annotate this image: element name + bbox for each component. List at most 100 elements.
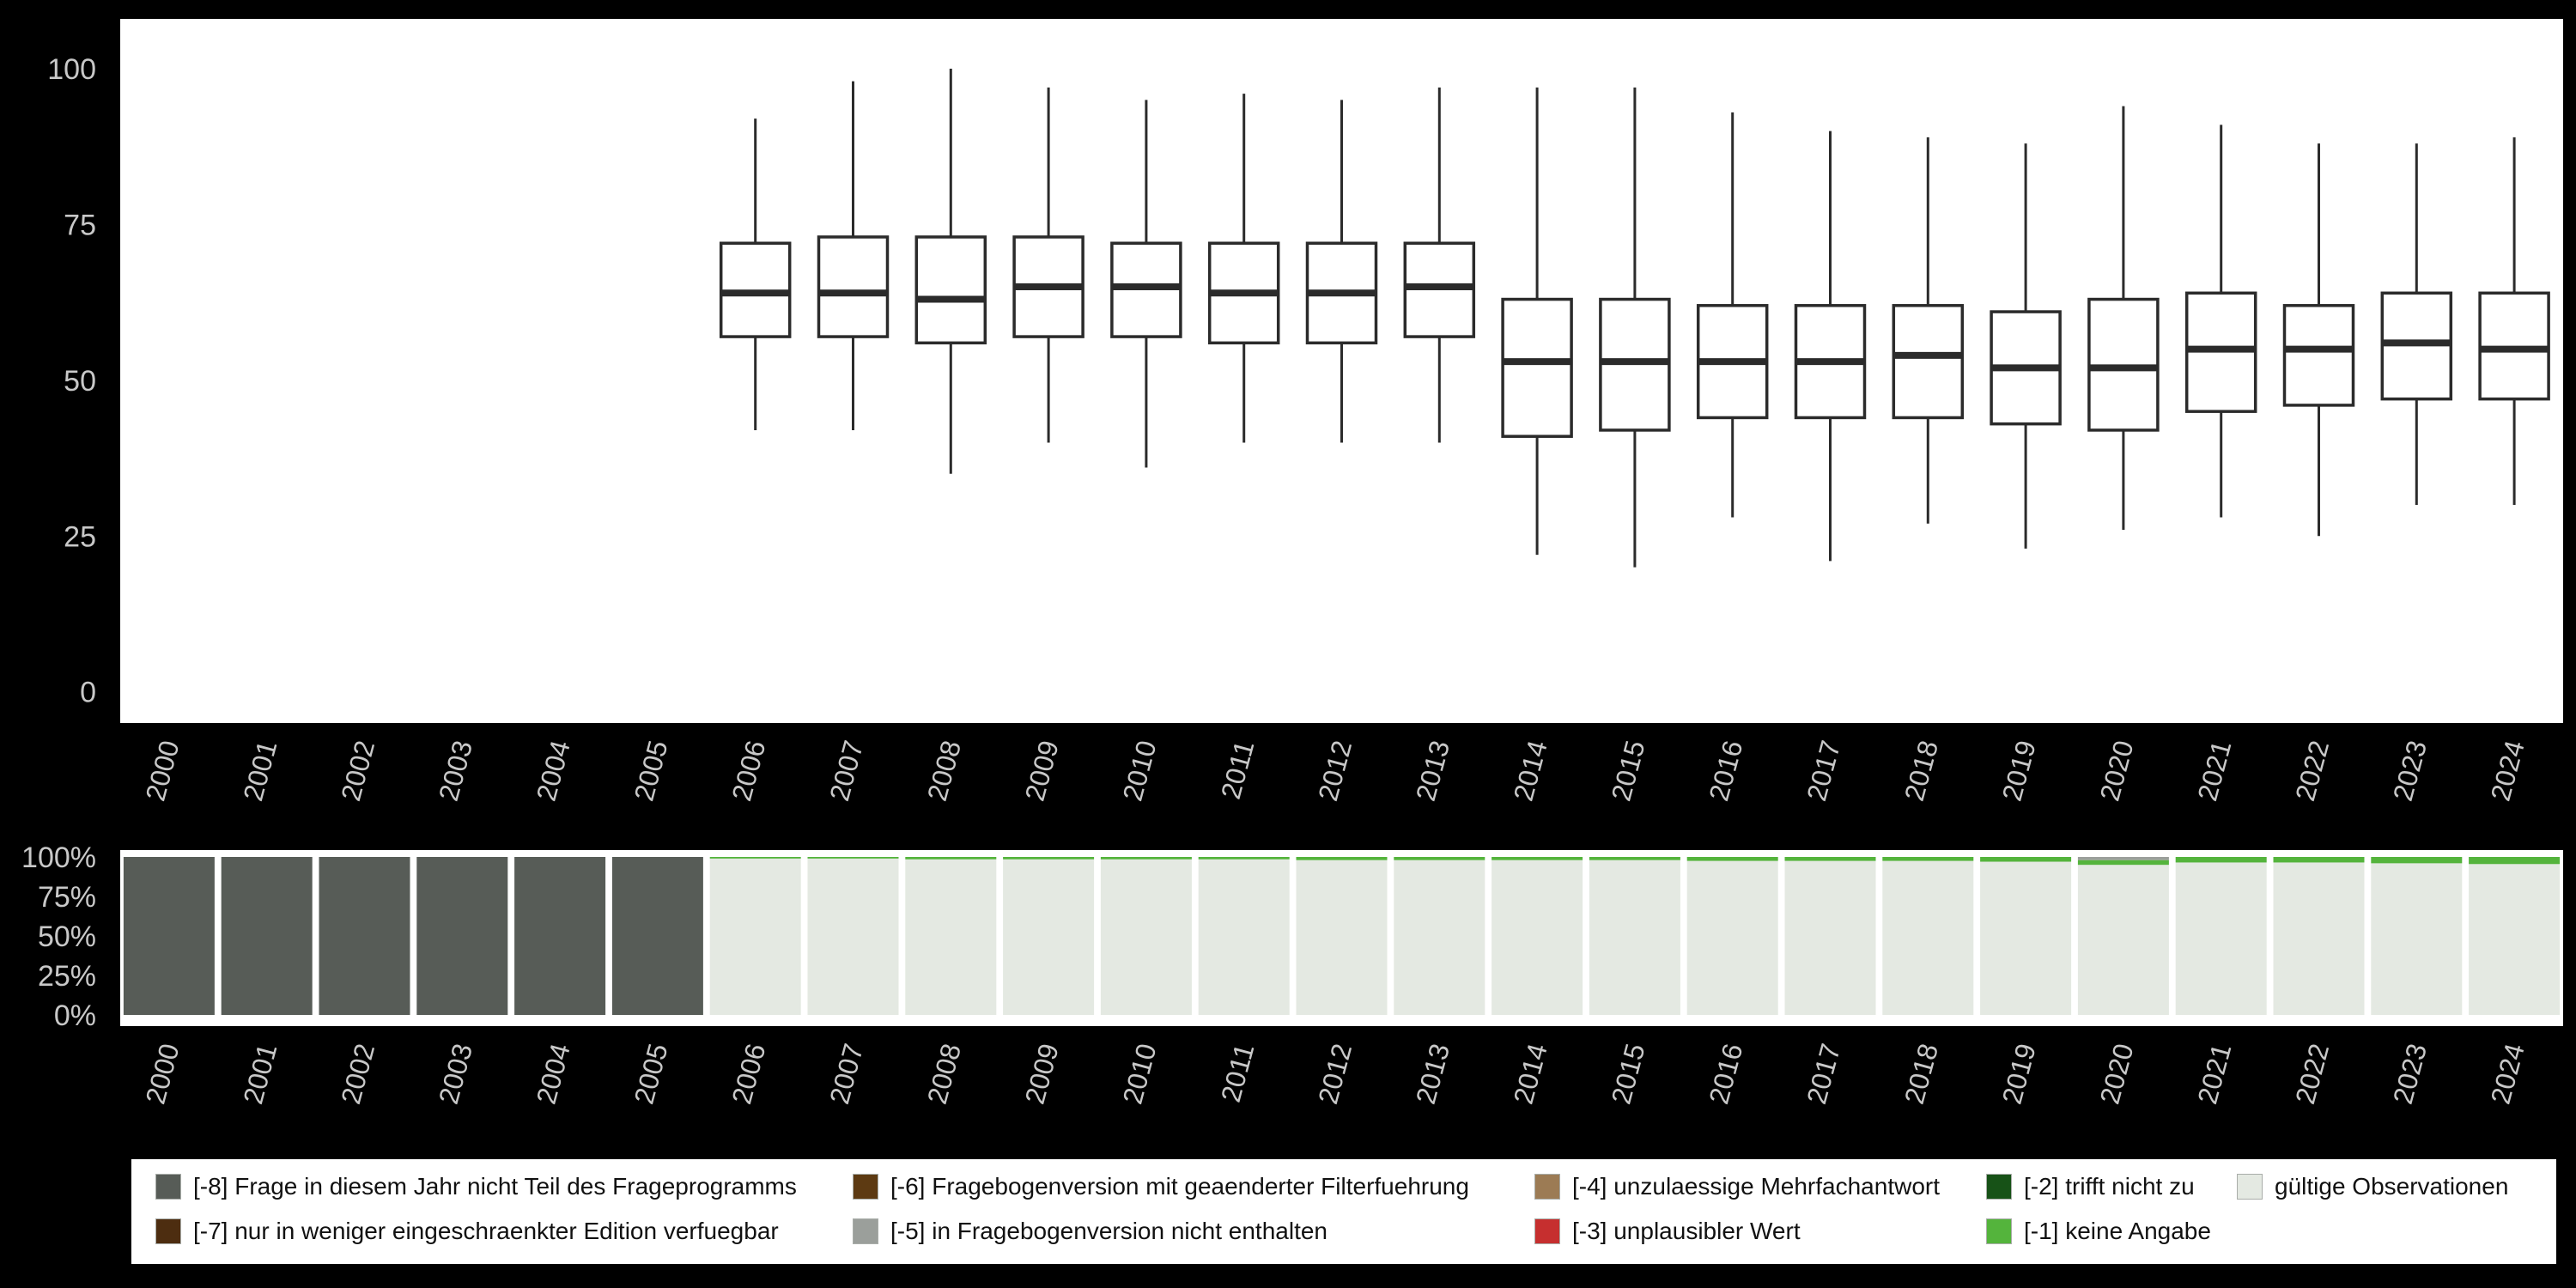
legend: [-8] Frage in diesem Jahr nicht Teil des… xyxy=(131,1159,2556,1264)
legend-item: [-8] Frage in diesem Jahr nicht Teil des… xyxy=(155,1170,797,1204)
boxplot xyxy=(1696,112,1769,518)
boxplot xyxy=(2184,125,2257,518)
stacked-bar xyxy=(1003,857,1095,1015)
legend-label: [-3] unplausibler Wert xyxy=(1572,1218,1801,1244)
x-axis-year-label: 2020 xyxy=(2093,737,2139,804)
legend-label: gültige Observationen xyxy=(2275,1173,2509,1200)
x-axis-year-label: 2008 xyxy=(921,1040,967,1107)
boxplot xyxy=(1403,87,1476,443)
boxplot xyxy=(1990,143,2062,549)
legend-item: [-4] unzulaessige Mehrfachantwort xyxy=(1534,1170,1940,1204)
x-axis-year-label: 2005 xyxy=(628,1040,673,1107)
x-axis-year-label: 2014 xyxy=(1508,737,1553,804)
x-axis-year-label: 2023 xyxy=(2387,737,2433,804)
stacked-bar xyxy=(1198,857,1290,1015)
stacked-bar xyxy=(905,857,997,1015)
x-axis-year-label: 2021 xyxy=(2191,1040,2237,1107)
boxplot xyxy=(1207,94,1280,443)
x-axis-year-label: 2017 xyxy=(1801,737,1846,804)
x-axis-year-label: 2007 xyxy=(823,737,869,804)
x-axis-year-label: 2010 xyxy=(1116,737,1162,804)
pct-axis-tick-label: 0% xyxy=(54,999,96,1032)
stacked-bar xyxy=(1296,857,1388,1015)
x-axis-year-label: 2022 xyxy=(2289,737,2335,804)
boxplot xyxy=(2282,143,2355,537)
stacked-bar xyxy=(514,857,606,1015)
x-axis-year-label: 2013 xyxy=(1410,1040,1455,1107)
pct-axis-tick-label: 25% xyxy=(38,960,96,993)
legend-item: [-5] in Fragebogenversion nicht enthalte… xyxy=(853,1214,1469,1249)
boxplot xyxy=(914,69,987,474)
stacked-bar xyxy=(416,857,508,1015)
stacked-bar xyxy=(123,857,215,1015)
stacked-bar xyxy=(2077,857,2169,1015)
x-axis-year-label: 2004 xyxy=(531,737,576,804)
x-axis-year-label: 2022 xyxy=(2289,1040,2335,1107)
x-axis-year-label: 2021 xyxy=(2191,737,2237,804)
legend-swatch-icon xyxy=(1534,1174,1560,1200)
x-axis-year-label: 2008 xyxy=(921,737,967,804)
legend-column: [-6] Fragebogenversion mit geaenderter F… xyxy=(853,1170,1469,1249)
x-axis-year-label: 2005 xyxy=(628,737,673,804)
x-axis-year-label: 2001 xyxy=(237,1040,283,1107)
y-axis-tick-label: 25 xyxy=(64,520,96,553)
boxplot xyxy=(2087,106,2160,531)
x-axis-year-label: 2019 xyxy=(1996,737,2042,804)
stacked-bar xyxy=(1686,857,1778,1015)
boxplot xyxy=(1305,100,1378,443)
legend-swatch-icon xyxy=(1986,1218,2012,1244)
x-axis-year-label: 2015 xyxy=(1605,1040,1650,1107)
stacked-bar xyxy=(1100,857,1192,1015)
stacked-bar xyxy=(611,857,703,1015)
boxplot xyxy=(1012,87,1084,443)
legend-label: [-8] Frage in diesem Jahr nicht Teil des… xyxy=(193,1173,797,1200)
stacked-bar xyxy=(221,857,313,1015)
legend-label: [-4] unzulaessige Mehrfachantwort xyxy=(1572,1173,1940,1200)
charts-svg: 0 25 50 75 100 2000 2001 2002 2003 2004 2005 2006 20… xyxy=(21,19,2563,1108)
y-axis-tick-label: 0 xyxy=(80,677,96,709)
x-axis-year-label: 2002 xyxy=(335,737,380,804)
stacked-bar xyxy=(319,857,410,1015)
legend-label: [-7] nur in weniger eingeschraenkter Edi… xyxy=(193,1218,779,1244)
legend-label: [-1] keine Angabe xyxy=(2024,1218,2211,1244)
x-axis-year-label: 2007 xyxy=(823,1040,869,1107)
legend-swatch-icon xyxy=(155,1174,181,1200)
legend-label: [-2] trifft nicht zu xyxy=(2024,1173,2195,1200)
legend-label: [-6] Fragebogenversion mit geaenderter F… xyxy=(890,1173,1469,1200)
stacked-bar xyxy=(2273,857,2365,1015)
legend-swatch-icon xyxy=(1534,1218,1560,1244)
legend-item: [-6] Fragebogenversion mit geaenderter F… xyxy=(853,1170,1469,1204)
x-axis-year-label: 2020 xyxy=(2093,1040,2139,1107)
pct-axis-tick-label: 100% xyxy=(21,841,96,874)
stacked-bar xyxy=(1784,857,1876,1015)
legend-item: gültige Observationen xyxy=(2237,1170,2508,1204)
legend-swatch-icon xyxy=(2237,1174,2263,1200)
legend-swatch-icon xyxy=(1986,1174,2012,1200)
x-axis-year-label: 2004 xyxy=(531,1040,576,1107)
stacked-bar xyxy=(709,857,801,1015)
x-axis-year-label: 2002 xyxy=(335,1040,380,1107)
boxplot xyxy=(1794,131,1867,562)
stacked-bar xyxy=(1492,857,1583,1015)
x-axis-year-label: 2001 xyxy=(237,737,283,804)
legend-swatch-icon xyxy=(155,1218,181,1244)
legend-column: gültige Observationen xyxy=(2237,1170,2508,1204)
boxplot xyxy=(817,81,890,430)
stacked-bar xyxy=(1589,857,1680,1015)
y-axis-tick-label: 50 xyxy=(64,365,96,398)
legend-swatch-icon xyxy=(853,1174,878,1200)
stacked-bar xyxy=(2175,857,2267,1015)
stacked-bar xyxy=(1980,857,2072,1015)
x-axis-year-label: 2024 xyxy=(2485,737,2530,804)
boxplot xyxy=(1599,87,1671,568)
x-axis-year-label: 2018 xyxy=(1899,737,1944,804)
x-axis-year-label: 2015 xyxy=(1605,737,1650,804)
boxplot xyxy=(719,118,792,430)
x-axis-year-label: 2018 xyxy=(1899,1040,1944,1107)
x-axis-year-label: 2009 xyxy=(1019,1040,1065,1107)
x-axis-year-label: 2016 xyxy=(1703,737,1748,804)
x-axis-year-label: 2013 xyxy=(1410,737,1455,804)
x-axis-year-label: 2023 xyxy=(2387,1040,2433,1107)
x-axis-year-label: 2019 xyxy=(1996,1040,2042,1107)
stacked-bar xyxy=(1394,857,1485,1015)
